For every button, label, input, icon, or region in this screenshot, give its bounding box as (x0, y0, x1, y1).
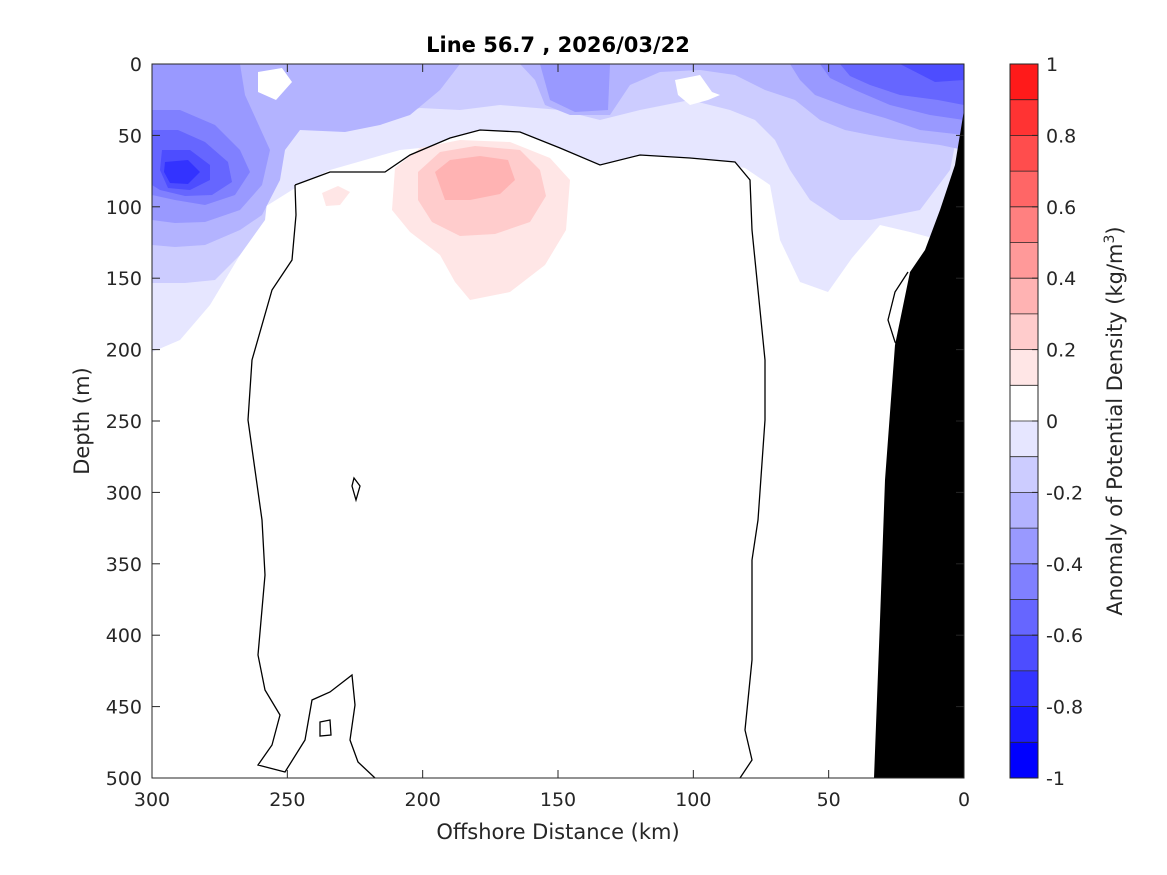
y-tick-label: 0 (130, 54, 142, 76)
y-tick-label: 350 (106, 554, 142, 576)
x-axis: 300 250 200 150 100 50 0 (134, 64, 970, 811)
colorbar-tick-label: 0.8 (1046, 125, 1076, 147)
x-tick-label: 200 (405, 789, 441, 811)
colorbar-segment (1010, 563, 1038, 600)
colorbar-tick-label: -0.2 (1046, 482, 1083, 504)
x-axis-label: Offshore Distance (km) (436, 820, 679, 844)
colorbar-segment (1010, 278, 1038, 315)
colorbar-tick-label: 0.4 (1046, 268, 1076, 290)
contour-fill-neg-0.1 (152, 64, 964, 352)
colorbar-segment (1010, 456, 1038, 493)
colorbar-segment (1010, 492, 1038, 529)
contour-fill-near-zero-patch (258, 68, 292, 100)
chart-title: Line 56.7 , 2026/03/22 (426, 33, 690, 57)
colorbar-segment (1010, 206, 1038, 243)
colorbar-segment (1010, 670, 1038, 708)
contour-fill-near-zero-patch-b (675, 75, 720, 105)
y-tick-label: 50 (118, 125, 142, 147)
colorbar-label: Anomaly of Potential Density (kg/m3) (1102, 226, 1127, 615)
colorbar-segment (1010, 64, 1038, 101)
colorbar-label-end: ) (1103, 226, 1127, 234)
x-tick-label: 0 (958, 789, 970, 811)
y-tick-label: 100 (106, 197, 142, 219)
contour-fill-neg-0.3 (152, 64, 964, 247)
x-tick-label: 300 (134, 789, 170, 811)
colorbar-segment (1010, 599, 1038, 636)
colorbar-segment (1010, 706, 1038, 743)
contour-fill-neg-0.8 (164, 160, 200, 184)
x-tick-label: 150 (540, 789, 576, 811)
contour-line-zero-left (247, 184, 376, 778)
colorbar-segment (1010, 635, 1038, 672)
colorbar-tick-label: 1 (1046, 54, 1058, 76)
colorbar-label-superscript: 3 (1102, 235, 1118, 244)
colorbar-segment (1010, 135, 1038, 172)
y-tick-label: 200 (106, 340, 142, 362)
colorbar-tick-label: -0.4 (1046, 554, 1083, 576)
contour-fill-pos-0.3 (435, 156, 515, 200)
contour-line-zero-island-b (319, 719, 332, 737)
colorbar-segment (1010, 421, 1038, 458)
colorbar-label-main: Anomaly of Potential Density (kg/m (1103, 244, 1127, 616)
colorbar-tick-label: 0.6 (1046, 197, 1076, 219)
y-tick-label: 500 (106, 768, 142, 790)
y-axis: 0 50 100 150 200 250 300 350 400 450 500 (106, 54, 964, 790)
colorbar-tick-label: -0.6 (1046, 625, 1083, 647)
x-tick-label: 50 (817, 789, 841, 811)
contour-fill-pos-0.1b (322, 186, 350, 206)
colorbar: 1 0.8 0.6 0.4 0.2 0 -0.2 -0.4 -0.6 -0.8 -1 (1009, 54, 1083, 790)
colorbar-segment (1010, 171, 1038, 208)
colorbar-tick-label: 0 (1046, 411, 1058, 433)
x-tick-label: 100 (675, 789, 711, 811)
contour-fill-neg-0.8b (900, 64, 964, 82)
colorbar-segment (1010, 385, 1038, 422)
y-tick-label: 450 (106, 697, 142, 719)
contour-fill-neg-0.2 (152, 64, 964, 283)
colorbar-segment (1010, 242, 1038, 279)
contour-line-zero-main (294, 129, 766, 778)
colorbar-segment (1010, 99, 1038, 136)
y-tick-label: 250 (106, 411, 142, 433)
colorbar-segment (1010, 349, 1038, 386)
colorbar-segment (1010, 528, 1038, 565)
x-tick-label: 250 (269, 789, 305, 811)
colorbar-tick-label: -0.8 (1046, 697, 1083, 719)
colorbar-tick-label: -1 (1046, 768, 1065, 790)
colorbar-segment (1010, 742, 1038, 779)
bathymetry-shelf (874, 110, 964, 778)
colorbar-segment (1010, 313, 1038, 351)
plot-area (152, 64, 964, 778)
colorbar-tick-label: 0.2 (1046, 340, 1076, 362)
y-tick-label: 300 (106, 482, 142, 504)
y-axis-label: Depth (m) (70, 367, 94, 474)
contour-fill-zero-interior (248, 130, 765, 778)
y-tick-label: 150 (106, 268, 142, 290)
contour-fill-neg-0.4c (540, 64, 610, 112)
y-tick-label: 400 (106, 625, 142, 647)
contour-line-zero-island (351, 476, 361, 503)
